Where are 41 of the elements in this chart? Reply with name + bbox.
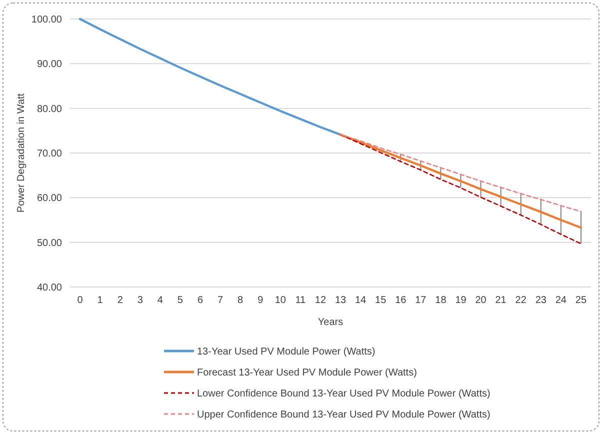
x-tick-label: 24	[555, 295, 567, 306]
y-tick-label: 100.00	[31, 14, 62, 26]
x-tick-label: 4	[157, 295, 164, 306]
y-axis-title: Power Degradation in Watt	[16, 93, 27, 213]
x-tick-label: 19	[455, 295, 467, 306]
line-series	[78, 18, 342, 136]
x-tick-label: 12	[314, 295, 326, 306]
x-tick-label: 11	[295, 295, 306, 306]
legend-label: Lower Confidence Bound 13-Year Used PV Module Power (Watts)	[197, 388, 490, 400]
x-tick-label: 0	[77, 295, 84, 306]
x-axis-title: Years	[318, 317, 344, 328]
y-tick-label: 60.00	[36, 193, 62, 204]
x-tick-label: 6	[197, 295, 204, 306]
x-tick-label: 8	[238, 295, 244, 306]
x-tick-label: 23	[535, 295, 547, 306]
x-tick-label: 18	[435, 295, 447, 306]
legend-label: 13-Year Used PV Module Power (Watts)	[197, 346, 376, 358]
x-tick-label: 25	[575, 295, 587, 306]
x-tick-label: 13	[334, 295, 347, 306]
x-tick-label: 9	[258, 295, 264, 306]
x-tick-label: 2	[117, 295, 124, 306]
x-tick-label: 10	[274, 295, 286, 306]
y-tick-label: 90.00	[36, 59, 62, 70]
line-series	[340, 134, 582, 212]
y-tick-label: 70.00	[36, 148, 62, 160]
x-tick-label: 7	[218, 295, 224, 306]
x-tick-label: 14	[354, 295, 367, 306]
x-tick-label: 20	[475, 295, 487, 306]
y-tick-label: 40.00	[36, 282, 62, 294]
x-tick-label: 5	[177, 295, 184, 306]
x-tick-label: 21	[495, 295, 507, 306]
x-tick-label: 22	[515, 295, 527, 306]
x-tick-label: 17	[415, 295, 427, 306]
legend-label: Forecast 13-Year Used PV Module Power (Watts)	[197, 368, 417, 378]
legend-label: Upper Confidence Bound 13-Year Used PV Module Power (Watts)	[197, 410, 490, 420]
x-tick-label: 15	[375, 295, 387, 306]
x-tick-label: 1	[97, 295, 104, 306]
x-tick-label: 3	[137, 295, 144, 306]
y-tick-label: 50.00	[36, 238, 62, 249]
x-tick-label: 16	[395, 295, 407, 306]
y-tick-label: 80.00	[36, 104, 62, 115]
